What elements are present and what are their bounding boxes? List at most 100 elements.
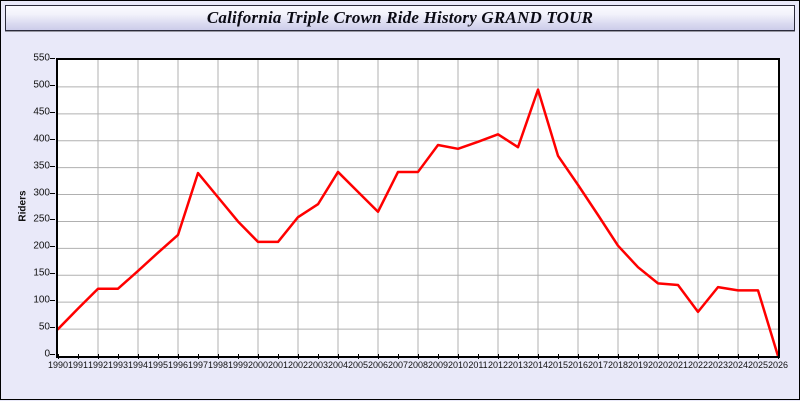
plot-area: [56, 58, 780, 358]
x-axis-tick-mark: [278, 354, 279, 359]
x-axis-tick-mark: [598, 354, 599, 359]
x-axis-tick: 2020: [647, 360, 669, 370]
y-axis-tick-mark: [50, 273, 55, 275]
x-axis-tick-labels: 1990 1991 1992 1993 1994 1995 1996 1997 1998 1999…: [48, 354, 788, 384]
x-axis-tick-mark: [638, 354, 639, 359]
x-axis-tick: 2000: [247, 360, 269, 370]
y-axis-tick: 300: [33, 187, 50, 199]
x-axis-tick-mark: [318, 354, 319, 359]
x-axis-tick: 2024: [727, 360, 749, 370]
x-axis-tick-mark: [358, 354, 359, 359]
x-axis-tick: 2009: [427, 360, 449, 370]
chart-area: Riders 0 50 100 150 200 250 300 350 400 450 500 550…: [1, 33, 800, 401]
x-axis-tick: 2023: [707, 360, 729, 370]
y-axis-tick-mark: [50, 84, 55, 86]
x-axis-tick-mark: [58, 354, 59, 359]
x-axis-tick: 1992: [87, 360, 109, 370]
y-axis-tick: 250: [33, 213, 50, 225]
x-axis-tick: 2012: [487, 360, 509, 370]
grid-lines: [58, 60, 778, 356]
riders-line-series: [58, 88, 778, 356]
x-axis-tick-mark: [158, 354, 159, 359]
x-axis-tick: 2011: [468, 360, 488, 370]
y-axis-tick: 500: [33, 79, 50, 91]
y-axis-tick: 100: [33, 294, 50, 306]
page-title: California Triple Crown Ride History GRA…: [206, 8, 594, 27]
x-axis-tick-mark: [518, 354, 519, 359]
x-axis-tick: 2001: [267, 360, 289, 370]
y-axis-tick: 550: [33, 52, 50, 64]
x-axis-tick: 2002: [287, 360, 309, 370]
x-axis-tick-mark: [498, 354, 499, 359]
x-axis-tick-mark: [298, 354, 299, 359]
x-axis-tick-mark: [78, 354, 79, 359]
x-axis-tick: 2010: [447, 360, 469, 370]
x-axis-tick: 2018: [607, 360, 629, 370]
x-axis-tick: 2007: [387, 360, 409, 370]
x-axis-tick-mark: [378, 354, 379, 359]
y-axis-tick-mark: [50, 58, 55, 59]
x-axis-tick: 1990: [47, 360, 69, 370]
x-axis-tick-mark: [258, 354, 259, 359]
window-titlebar: California Triple Crown Ride History GRA…: [5, 5, 795, 31]
x-axis-tick: 2005: [347, 360, 369, 370]
x-axis-tick-mark: [218, 354, 219, 359]
x-axis-tick: 2016: [567, 360, 589, 370]
x-axis-tick-mark: [238, 354, 239, 359]
x-axis-tick: 2021: [667, 360, 689, 370]
y-axis-tick: 150: [33, 267, 50, 279]
x-axis-tick: 2022: [687, 360, 709, 370]
y-axis-tick: 200: [33, 240, 50, 252]
x-axis-tick-mark: [338, 354, 339, 359]
x-axis-tick: 1996: [167, 360, 189, 370]
x-axis-tick-mark: [178, 354, 179, 359]
y-axis-tick-mark: [50, 165, 55, 167]
y-axis-tick-labels: 0 50 100 150 200 250 300 350 400 450 500 550: [1, 53, 50, 360]
y-axis-tick-mark: [50, 327, 55, 329]
x-axis-tick-mark: [578, 354, 579, 359]
x-axis-tick: 2003: [307, 360, 329, 370]
x-axis-tick: 2019: [627, 360, 649, 370]
x-axis-tick-mark: [738, 354, 739, 359]
x-axis-tick: 2008: [407, 360, 429, 370]
y-axis-tick-marks: [1, 58, 56, 355]
x-axis-tick-mark: [138, 354, 139, 359]
x-axis-tick-mark: [118, 354, 119, 359]
x-axis-tick: 1991: [67, 360, 89, 370]
x-axis-tick-mark: [198, 354, 199, 359]
x-axis-tick: 2014: [527, 360, 549, 370]
x-axis-tick-mark: [778, 354, 779, 359]
x-axis-tick: 1995: [147, 360, 169, 370]
x-axis-tick: 1999: [227, 360, 249, 370]
x-axis-tick: 1994: [127, 360, 149, 370]
x-axis-tick-mark: [558, 354, 559, 359]
x-axis-tick: 1997: [187, 360, 209, 370]
x-axis-tick-mark: [678, 354, 679, 359]
x-axis-tick: 1993: [107, 360, 129, 370]
x-axis-tick-mark: [418, 354, 419, 359]
x-axis-tick-mark: [538, 354, 539, 359]
y-axis-tick-mark: [50, 192, 55, 194]
y-axis-tick: 50: [38, 321, 50, 333]
x-axis-tick: 2017: [587, 360, 609, 370]
y-axis-tick: 350: [33, 160, 50, 172]
x-axis-tick: 2013: [507, 360, 529, 370]
x-axis-tick-mark: [698, 354, 699, 359]
x-axis-tick-mark: [658, 354, 659, 359]
y-axis-tick-mark: [50, 246, 55, 248]
x-axis-tick: 2004: [327, 360, 349, 370]
y-axis-tick-mark: [50, 111, 55, 113]
y-axis-tick-mark: [50, 300, 55, 302]
x-axis-tick: 2025: [747, 360, 769, 370]
x-axis-tick: 2015: [547, 360, 569, 370]
y-axis-tick: 0: [44, 348, 50, 360]
y-axis-tick-mark: [50, 138, 55, 140]
x-axis-tick-mark: [458, 354, 459, 359]
x-axis-tick-mark: [718, 354, 719, 359]
y-axis-tick: 450: [33, 106, 50, 118]
x-axis-tick-mark: [618, 354, 619, 359]
x-axis-tick-mark: [438, 354, 439, 359]
x-axis-tick: 1998: [207, 360, 229, 370]
y-axis-tick: 400: [33, 133, 50, 145]
y-axis-tick-mark: [50, 219, 55, 221]
